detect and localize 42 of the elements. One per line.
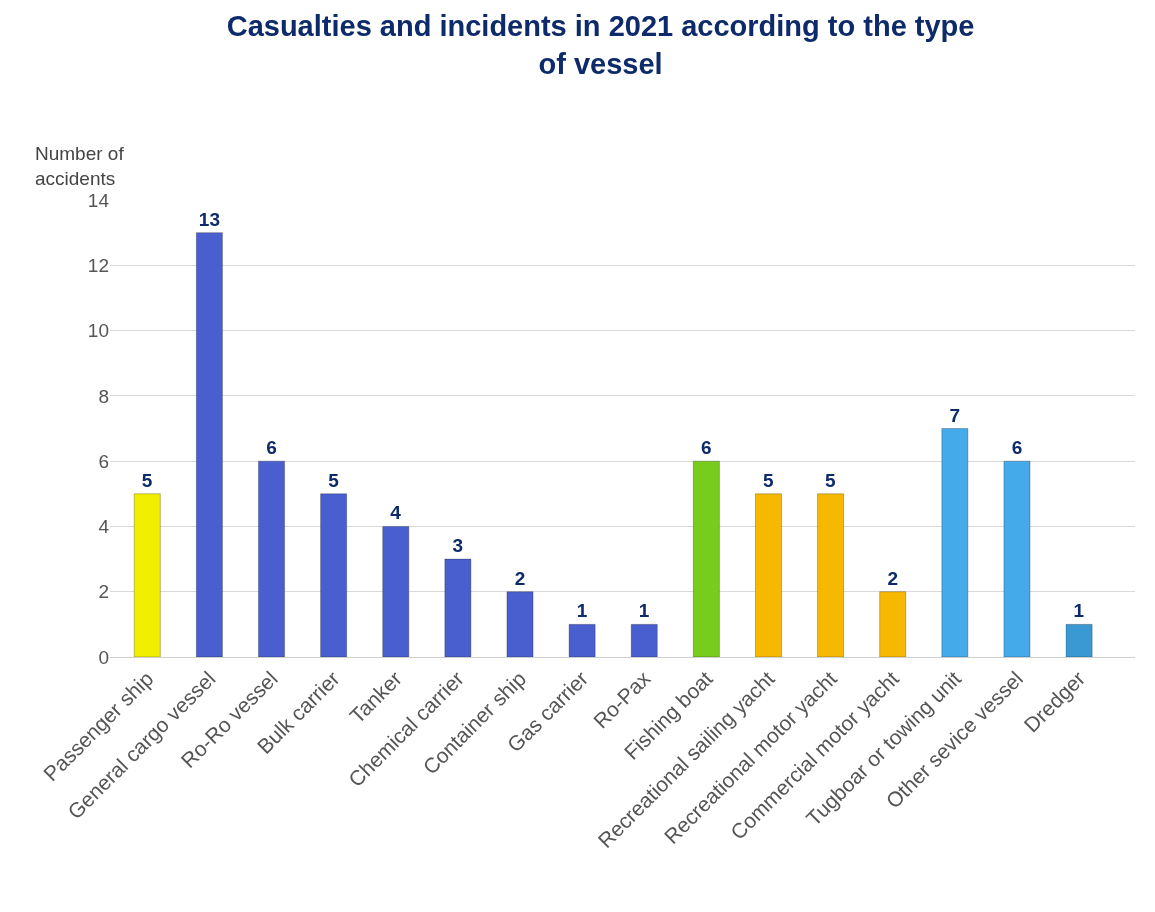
bar <box>195 232 223 657</box>
bar <box>1003 460 1031 657</box>
bar <box>133 493 161 657</box>
bar <box>941 428 969 657</box>
data-label: 2 <box>514 567 526 589</box>
y-tick-label: 2 <box>98 581 109 603</box>
y-tick-label: 10 <box>87 320 109 342</box>
y-tick-label: 12 <box>87 254 109 276</box>
data-label: 6 <box>266 437 277 459</box>
bar <box>444 558 472 657</box>
data-label: 4 <box>390 502 402 524</box>
bar <box>754 493 783 657</box>
bar <box>382 525 410 657</box>
bar <box>817 493 845 657</box>
data-label: 6 <box>701 437 712 459</box>
data-label: 13 <box>198 208 220 230</box>
data-label: 7 <box>949 404 961 426</box>
bar <box>506 591 534 657</box>
bar <box>568 623 596 657</box>
data-label: 1 <box>638 600 650 622</box>
bar <box>692 460 720 657</box>
data-label: 5 <box>141 469 153 491</box>
y-tick-label: 14 <box>87 189 110 211</box>
data-label: 3 <box>452 535 464 557</box>
bar <box>257 460 286 657</box>
data-label: 2 <box>887 567 899 589</box>
data-label: 1 <box>1073 600 1085 622</box>
y-tick-label: 8 <box>98 385 109 407</box>
data-label: 6 <box>1011 437 1023 459</box>
y-axis-title: Number of accidents <box>35 143 125 189</box>
data-label: 5 <box>762 469 774 491</box>
bar <box>1065 623 1093 657</box>
bar <box>879 591 907 657</box>
data-label: 5 <box>328 469 340 491</box>
data-label: 5 <box>825 469 837 491</box>
bar <box>630 623 658 657</box>
chart-title: Casualties and incidents in 2021 according to the type of vessel <box>226 10 975 81</box>
y-tick-label: 6 <box>98 450 109 472</box>
bar <box>320 493 348 657</box>
y-tick-label: 4 <box>98 516 110 538</box>
y-tick-label: 0 <box>98 646 109 668</box>
data-label: 1 <box>576 600 588 622</box>
